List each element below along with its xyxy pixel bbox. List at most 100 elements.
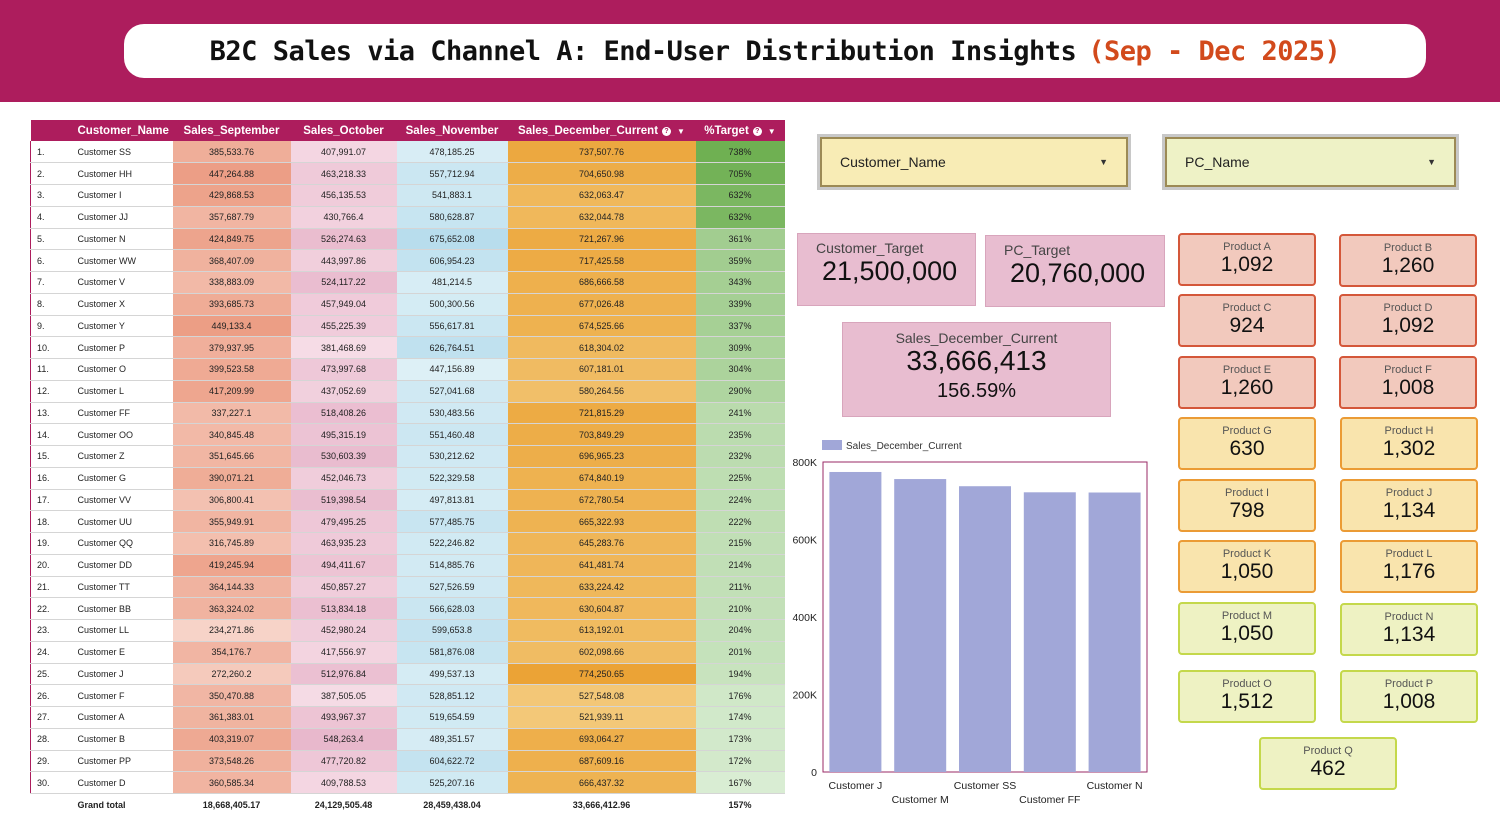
product-label: Product H xyxy=(1384,425,1434,437)
table-row: 8. Customer X 393,685.73 457,949.04 500,300.… xyxy=(30,293,785,316)
x-tick-label: Customer M xyxy=(892,794,949,806)
target-cell: 290% xyxy=(695,380,785,403)
table-row: 26. Customer F 350,470.88 387,505.05 528,851… xyxy=(30,684,785,707)
bar-customer-m xyxy=(894,479,947,772)
target-cell: 632% xyxy=(695,184,785,207)
sales-october-cell: 457,949.04 xyxy=(290,293,397,316)
customer-name-filter-frame: Customer_Name ▼ xyxy=(817,134,1131,190)
sales-september-cell: 316,745.89 xyxy=(172,532,291,555)
sales-october-cell: 524,117.22 xyxy=(290,271,397,294)
sales-november-cell: 481,214.5 xyxy=(396,271,508,294)
target-cell: 215% xyxy=(695,532,785,555)
header-sales-december[interactable]: Sales_December_Current? ▼ xyxy=(507,120,696,141)
row-index: 5. xyxy=(30,228,66,251)
customer-name-cell: Customer OO xyxy=(65,423,173,446)
product-label: Product P xyxy=(1384,678,1434,690)
customer-name-cell: Customer FF xyxy=(65,402,173,425)
sales-november-cell: 527,526.59 xyxy=(396,576,508,599)
sales-december-cell: 721,267.96 xyxy=(507,228,696,251)
product-value: 630 xyxy=(1229,437,1265,460)
row-index: 23. xyxy=(30,619,66,642)
target-cell: 173% xyxy=(695,728,785,751)
product-card-e: Product E 1,260 xyxy=(1178,356,1316,409)
december-sales-percent: 156.59% xyxy=(937,380,1016,402)
sales-september-cell: 338,883.09 xyxy=(172,271,291,294)
sales-november-cell: 557,712.94 xyxy=(396,162,508,185)
header-target-label: %Target xyxy=(704,124,749,137)
sales-december-cell: 672,780.54 xyxy=(507,489,696,512)
customer-name-cell: Customer BB xyxy=(65,597,173,620)
help-icon[interactable]: ? xyxy=(752,126,762,136)
sales-december-cell: 674,525.66 xyxy=(507,315,696,338)
row-index: 19. xyxy=(30,532,66,555)
sales-december-cell: 632,063.47 xyxy=(507,184,696,207)
page-title-period: (Sep - Dec 2025) xyxy=(1088,35,1341,67)
product-value: 1,134 xyxy=(1382,499,1436,522)
legend-label: Sales_December_Current xyxy=(846,441,962,452)
x-tick-label: Customer SS xyxy=(954,780,1016,792)
header-customer-name[interactable]: Customer_Name xyxy=(65,120,173,141)
product-label: Product Q xyxy=(1303,745,1353,757)
sales-november-cell: 500,300.56 xyxy=(396,293,508,316)
sales-september-cell: 350,470.88 xyxy=(172,684,291,707)
customer-name-cell: Customer L xyxy=(65,380,173,403)
total-target: 157% xyxy=(695,793,785,816)
product-card-b: Product B 1,260 xyxy=(1339,234,1477,287)
product-value: 1,302 xyxy=(1382,437,1436,460)
product-card-d: Product D 1,092 xyxy=(1339,294,1477,347)
row-index: 16. xyxy=(30,467,66,490)
sales-november-cell: 525,207.16 xyxy=(396,771,508,794)
sales-september-cell: 447,264.88 xyxy=(172,162,291,185)
sales-september-cell: 337,227.1 xyxy=(172,402,291,425)
customer-name-filter[interactable]: Customer_Name ▼ xyxy=(820,137,1128,187)
customer-name-cell: Customer UU xyxy=(65,510,173,533)
target-cell: 235% xyxy=(695,423,785,446)
sales-september-cell: 399,523.58 xyxy=(172,358,291,381)
product-card-l: Product L 1,176 xyxy=(1340,540,1478,593)
sales-december-cell: 774,250.65 xyxy=(507,663,696,686)
product-value: 1,512 xyxy=(1220,690,1274,713)
sales-december-cell: 527,548.08 xyxy=(507,684,696,707)
sales-october-cell: 479,495.25 xyxy=(290,510,397,533)
sales-december-cell: 674,840.19 xyxy=(507,467,696,490)
product-value: 1,008 xyxy=(1381,376,1435,399)
table-row: 29. Customer PP 373,548.26 477,720.82 604,62… xyxy=(30,750,785,773)
table-row: 1. Customer SS 385,533.76 407,991.07 478,185… xyxy=(30,141,785,164)
sales-september-cell: 234,271.86 xyxy=(172,619,291,642)
sort-caret-icon[interactable]: ▼ xyxy=(767,126,776,136)
header-target[interactable]: %Target? ▼ xyxy=(695,120,785,141)
sales-november-cell: 626,764.51 xyxy=(396,336,508,359)
customer-target-value: 21,500,000 xyxy=(822,256,958,286)
sales-october-cell: 463,935.23 xyxy=(290,532,397,555)
sales-october-cell: 437,052.69 xyxy=(290,380,397,403)
product-label: Product F xyxy=(1384,364,1432,376)
product-label: Product G xyxy=(1222,425,1272,437)
sales-november-cell: 675,652.08 xyxy=(396,228,508,251)
product-card-a: Product A 1,092 xyxy=(1178,233,1316,286)
pc-name-filter[interactable]: PC_Name ▼ xyxy=(1165,137,1456,187)
y-tick-label: 0 xyxy=(811,767,817,779)
sales-december-cell: 696,965.23 xyxy=(507,445,696,468)
table-row: 9. Customer Y 449,133.4 455,225.39 556,617.8… xyxy=(30,315,785,338)
header-sales-september[interactable]: Sales_September xyxy=(172,120,291,141)
target-cell: 309% xyxy=(695,336,785,359)
help-icon[interactable]: ? xyxy=(662,126,672,136)
sales-november-cell: 528,851.12 xyxy=(396,684,508,707)
product-value: 1,260 xyxy=(1220,376,1274,399)
product-value: 798 xyxy=(1229,499,1265,522)
table-row: 4. Customer JJ 357,687.79 430,766.4 580,628.… xyxy=(30,206,785,229)
table-row: 25. Customer J 272,260.2 512,976.84 499,537.… xyxy=(30,663,785,686)
sales-december-cell: 613,192.01 xyxy=(507,619,696,642)
y-tick-label: 200K xyxy=(792,690,817,702)
row-index: 10. xyxy=(30,336,66,359)
target-cell: 176% xyxy=(695,684,785,707)
header-sales-november[interactable]: Sales_November xyxy=(396,120,508,141)
sort-caret-icon[interactable]: ▼ xyxy=(677,126,685,136)
product-value: 462 xyxy=(1310,757,1346,780)
product-card-i: Product I 798 xyxy=(1178,479,1316,532)
product-label: Product I xyxy=(1224,487,1270,499)
row-index: 15. xyxy=(30,445,66,468)
product-label: Product N xyxy=(1384,611,1434,623)
sales-december-cell: 687,609.16 xyxy=(507,750,696,773)
header-sales-october[interactable]: Sales_October xyxy=(290,120,397,141)
